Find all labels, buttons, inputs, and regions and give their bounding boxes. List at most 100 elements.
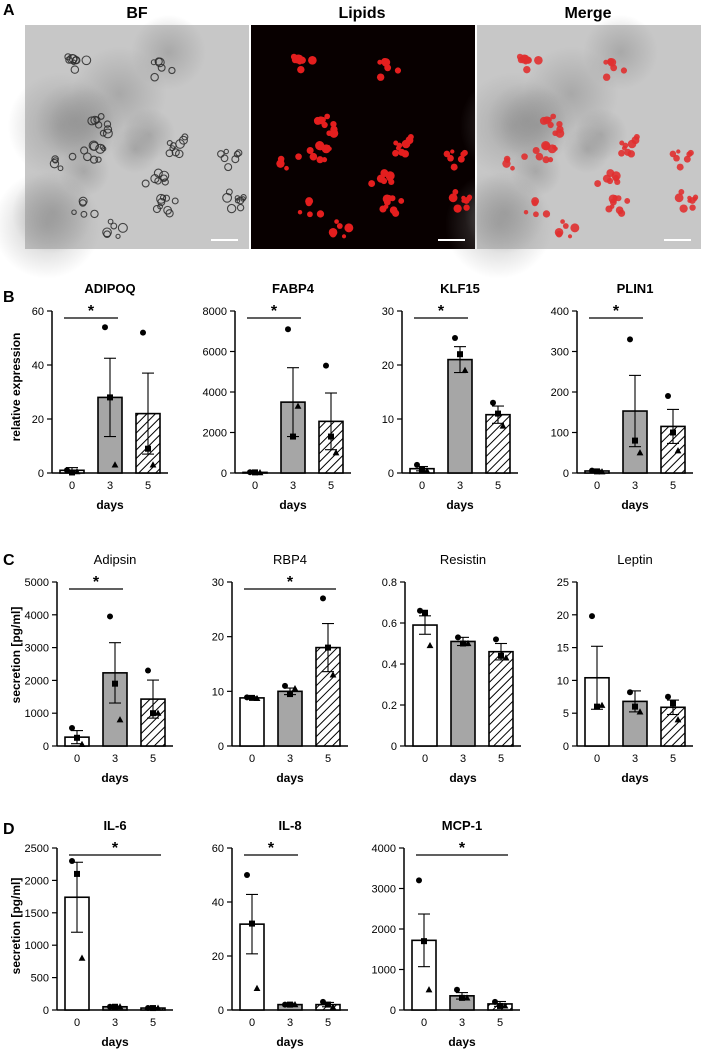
y-tick-label: 4000 <box>203 387 227 399</box>
merge-droplet <box>524 56 532 64</box>
x-tick-label: 3 <box>287 753 293 765</box>
bf-droplet <box>157 63 166 72</box>
data-point-square <box>252 469 258 476</box>
merge-droplet <box>531 197 540 206</box>
data-point-triangle <box>332 449 340 456</box>
data-point-circle <box>414 461 420 468</box>
y-tick-label: 0.6 <box>382 618 397 630</box>
x-axis-label: days <box>276 1035 304 1049</box>
data-point-circle <box>244 694 250 701</box>
data-point-triangle <box>425 986 433 993</box>
lipid-droplet <box>448 193 458 203</box>
bf-droplet <box>150 72 159 82</box>
data-point-circle <box>417 607 423 614</box>
data-point-triangle <box>426 641 434 649</box>
lipid-droplet <box>392 209 400 217</box>
bf-droplet <box>223 148 229 155</box>
merge-droplet <box>619 140 625 146</box>
lipid-droplet <box>324 113 331 120</box>
bf-shade <box>583 14 658 90</box>
x-tick-label: 0 <box>69 480 75 492</box>
data-point-circle <box>102 324 108 331</box>
y-tick-label: 2000 <box>372 924 396 936</box>
bf-droplet <box>80 210 88 218</box>
data-point-triangle <box>291 685 299 692</box>
bf-droplet <box>99 144 105 150</box>
data-point-triangle <box>636 449 644 456</box>
lipid-droplet <box>298 56 306 64</box>
y-tick-label: 0 <box>388 468 394 480</box>
data-point-triangle <box>149 461 157 468</box>
bf-droplet <box>236 203 245 212</box>
y-tick-label: 15 <box>557 643 569 655</box>
y-tick-label: 2000 <box>25 875 49 887</box>
merge-droplet <box>542 210 551 218</box>
x-tick-label: 0 <box>74 1017 80 1029</box>
chart-title: RBP4 <box>273 552 307 567</box>
data-point-circle <box>665 393 671 400</box>
bf-droplet <box>234 195 241 201</box>
y-tick-label: 30 <box>382 306 394 318</box>
bf-droplet <box>240 194 247 201</box>
data-point-circle <box>454 986 460 993</box>
bf-shade <box>445 170 553 279</box>
data-point-triangle <box>329 671 337 678</box>
chart-il-6: IL-6 0 500 1000 1500 2000 2500 0 3 5 days * <box>25 818 173 1049</box>
merge-droplet <box>683 155 691 163</box>
micrograph-title-lipids: Lipids <box>338 5 385 22</box>
merge-droplet <box>556 125 564 134</box>
bf-droplet <box>103 125 113 134</box>
lipid-droplet <box>328 227 338 237</box>
merge-droplet <box>552 144 557 150</box>
data-point-square <box>249 920 255 927</box>
lipid-droplet <box>466 194 473 200</box>
y-tick-label: 1000 <box>25 940 49 952</box>
x-tick-label: 3 <box>112 753 118 765</box>
lipid-droplet <box>457 155 465 163</box>
y-tick-label: 20 <box>212 951 224 963</box>
data-point-triangle <box>294 402 302 409</box>
bf-droplet <box>57 165 64 172</box>
y-tick-label: 0 <box>563 741 569 753</box>
data-point-square <box>74 734 80 741</box>
data-point-circle <box>69 857 75 864</box>
chart-title: Leptin <box>617 552 652 567</box>
x-tick-label: 5 <box>498 753 504 765</box>
bf-droplet <box>117 222 128 233</box>
data-point-triangle <box>502 654 510 661</box>
x-tick-label: 3 <box>287 1017 293 1029</box>
x-tick-label: 5 <box>325 753 331 765</box>
bf-droplet <box>107 218 114 225</box>
y-tick-label: 0.8 <box>382 577 397 589</box>
data-point-square <box>594 703 600 710</box>
x-tick-label: 5 <box>495 480 501 492</box>
chart-title: MCP-1 <box>442 818 482 833</box>
lipid-droplet <box>380 177 388 185</box>
significance-star: * <box>613 303 620 320</box>
bf-droplet <box>64 53 72 61</box>
x-tick-label: 3 <box>460 753 466 765</box>
chart-title: IL-8 <box>278 818 301 833</box>
merge-droplet <box>614 178 621 186</box>
data-point-square <box>632 437 638 444</box>
data-point-triangle <box>111 461 119 468</box>
bf-droplet <box>51 155 59 163</box>
bf-droplet <box>150 59 157 66</box>
merge-droplet <box>570 223 580 233</box>
y-tick-label: 3000 <box>25 643 49 655</box>
bf-droplet <box>115 233 121 239</box>
data-point-square <box>287 691 293 698</box>
lipid-droplet <box>290 53 298 60</box>
data-point-triangle <box>674 716 682 723</box>
lipid-droplet <box>381 57 389 66</box>
data-point-square <box>145 445 151 452</box>
x-tick-label: 5 <box>670 753 676 765</box>
bar-day-3 <box>277 690 303 747</box>
x-tick-label: 0 <box>594 753 600 765</box>
y-tick-label: 0 <box>391 741 397 753</box>
lipid-droplet <box>461 149 468 156</box>
significance-star: * <box>112 840 119 857</box>
data-point-circle <box>490 399 496 406</box>
data-point-square <box>249 694 255 701</box>
